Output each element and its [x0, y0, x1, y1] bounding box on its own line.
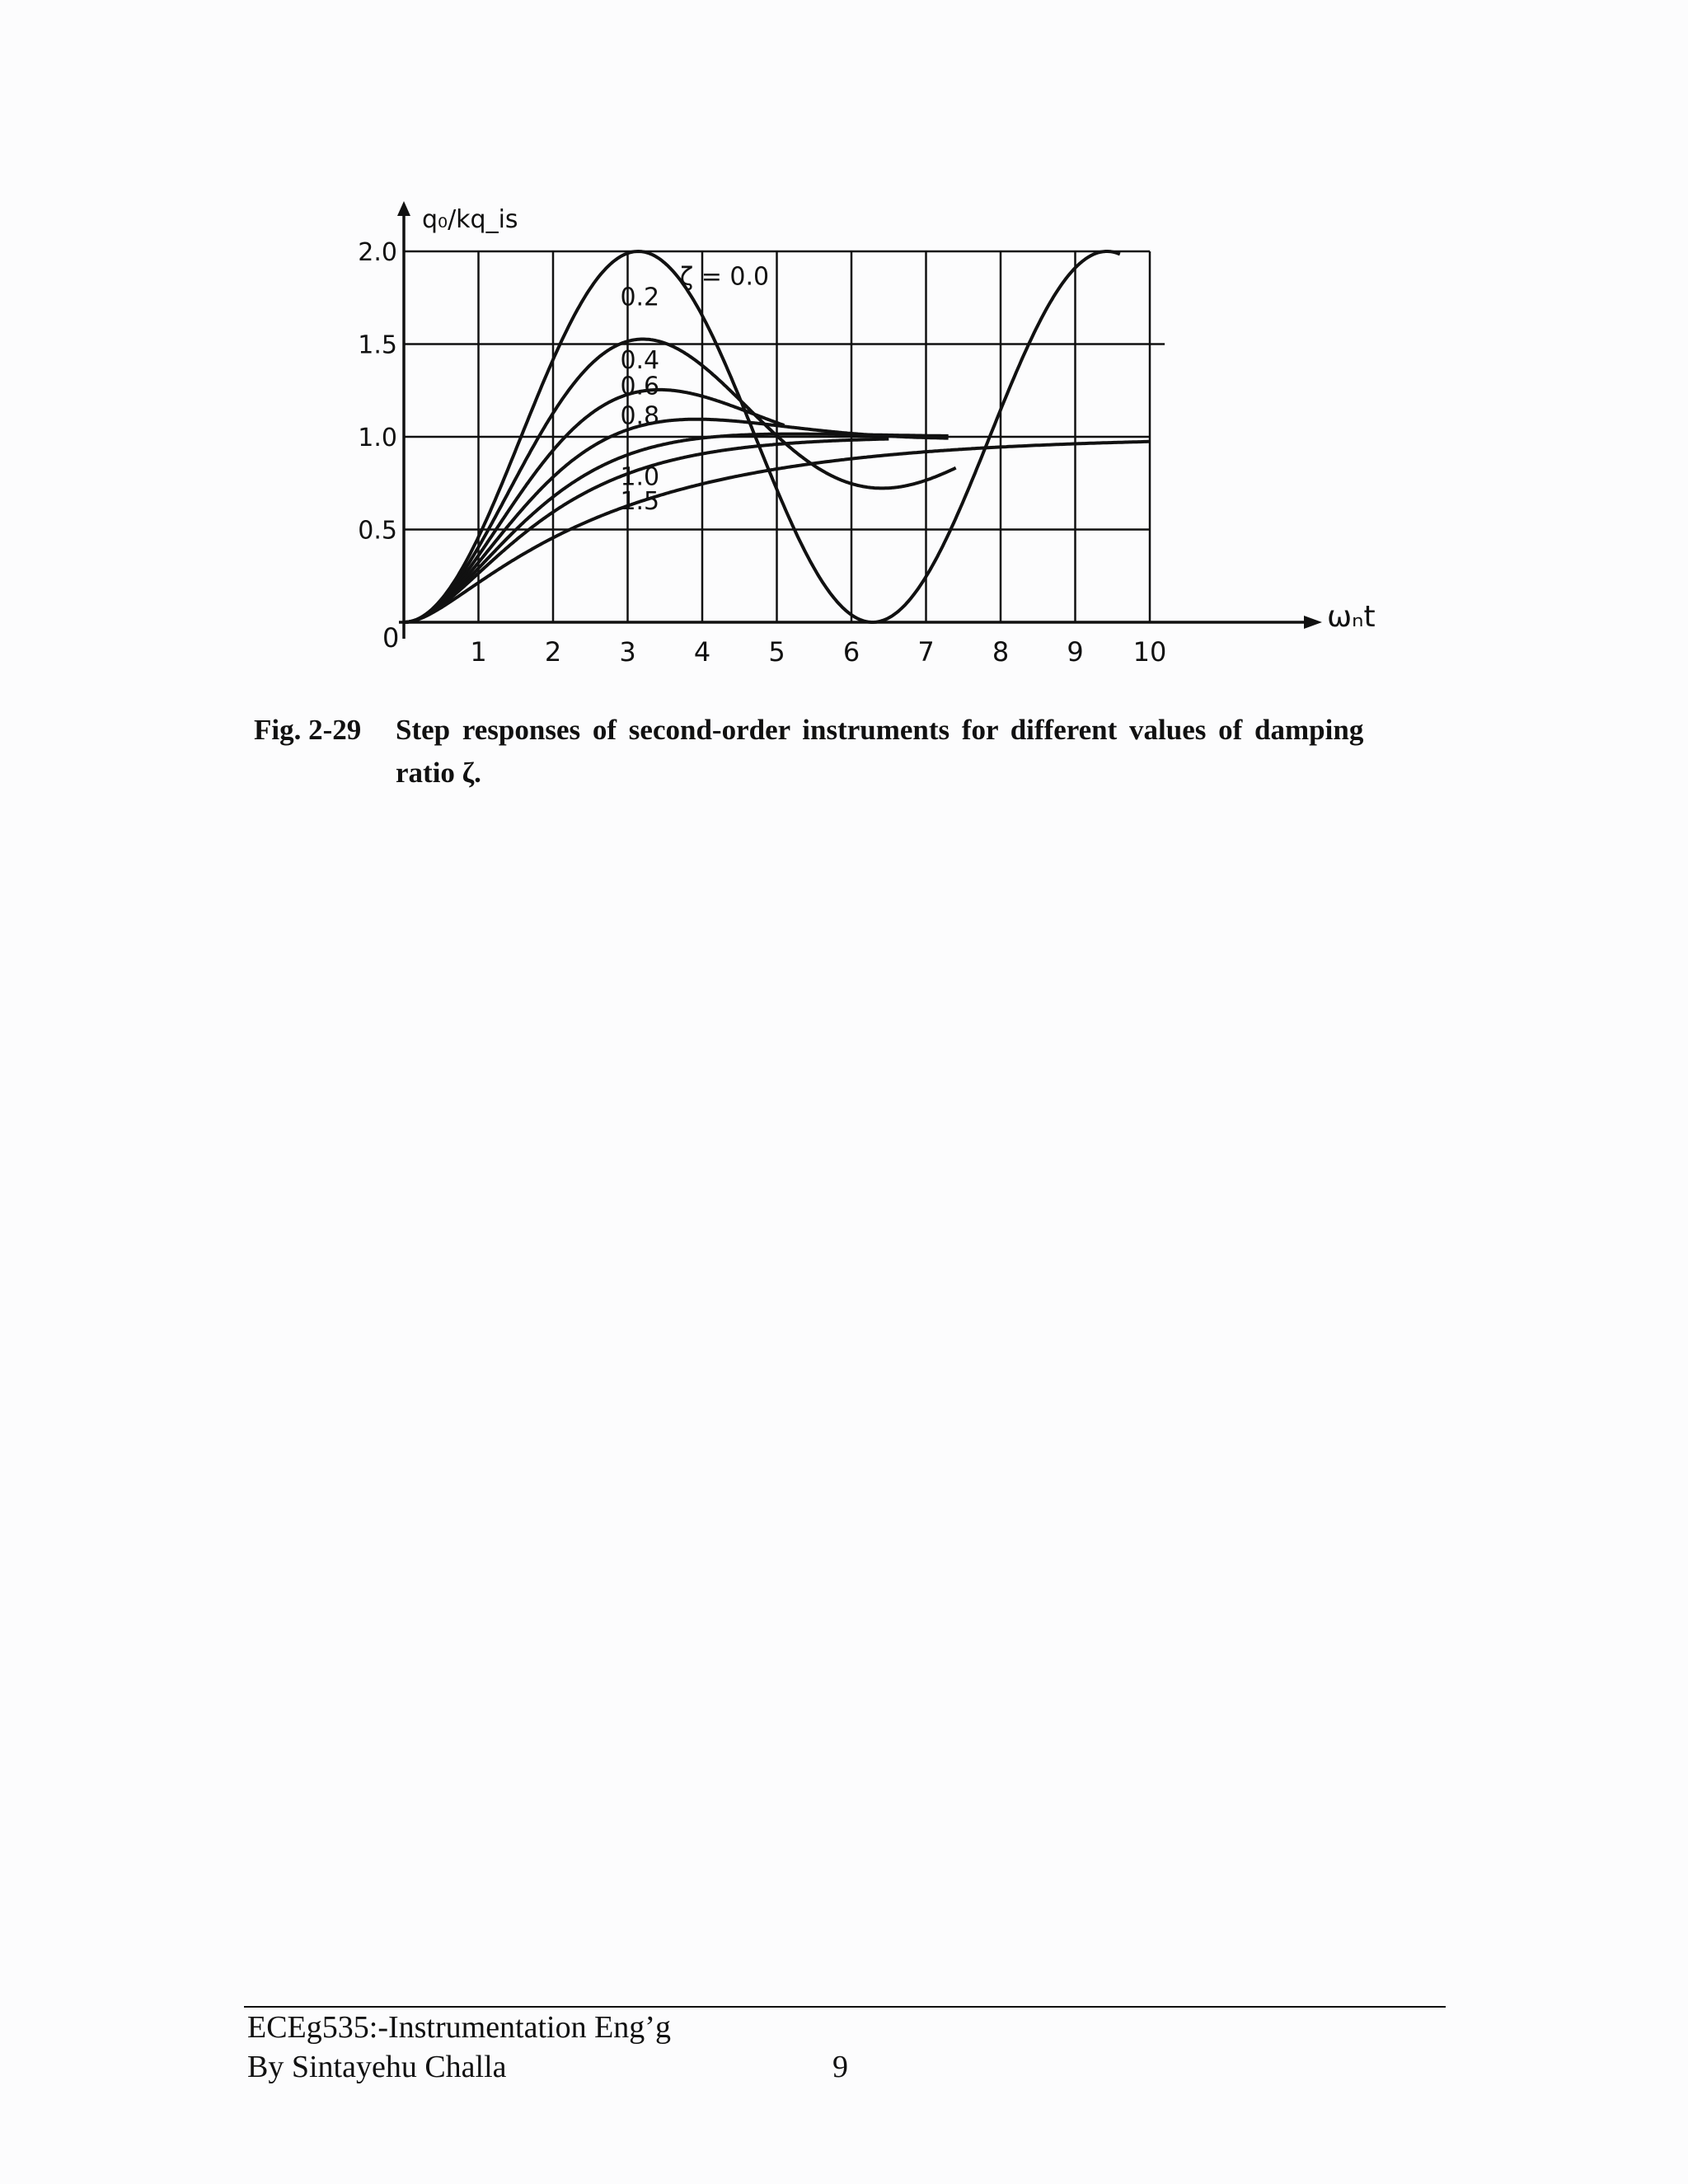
figure-caption-text-line2: ratio ζ.: [396, 757, 481, 789]
y-tick-label: 1.0: [358, 424, 397, 452]
y-axis-arrowhead: [397, 201, 410, 216]
figure-caption-text-line1: Step responses of second-order instrumen…: [396, 714, 1364, 746]
series-line-zeta-0.0: [403, 250, 1121, 624]
series-label: 1.5: [620, 487, 659, 516]
series-line-zeta-1.0: [403, 437, 889, 624]
x-tick-label: 5: [768, 636, 785, 668]
page-number: 9: [832, 2050, 848, 2084]
footer-author: By Sintayehu Challa: [247, 2050, 507, 2084]
x-tick-label: 3: [619, 636, 635, 668]
x-tick-label: 1: [470, 636, 486, 668]
series-label: 1.0: [620, 463, 659, 492]
y-tick-label: 0.5: [358, 517, 397, 546]
x-axis-label: ωₙt: [1327, 600, 1376, 634]
chart-curves: [403, 250, 1150, 624]
x-tick-label: 4: [694, 636, 710, 668]
x-tick-label: 9: [1067, 636, 1083, 668]
y-axis-label: q₀/kq_is: [422, 205, 518, 234]
series-label: 0.4: [620, 346, 659, 375]
footer-rule: [244, 2006, 1446, 2008]
y-tick-label: 2.0: [358, 238, 397, 267]
chart-tick-labels: 1 2 3 4 5 6 7 8 9 102.01.51.00.5: [358, 238, 1166, 668]
x-tick-label: 8: [992, 636, 1009, 668]
chart-series-labels: ζ = 0.0 0.2 0.40.60.8 1.01.5: [620, 263, 769, 516]
y-tick-label: 1.5: [358, 331, 397, 360]
series-label: 0.2: [620, 283, 659, 312]
page-footer: ECEg535:-Instrumentation Eng’g By Sintay…: [247, 2008, 671, 2087]
x-tick-label: 10: [1133, 636, 1167, 668]
x-axis-arrowhead: [1304, 616, 1322, 629]
series-label: 0.6: [620, 372, 659, 401]
chart-axes: [397, 201, 1322, 639]
x-tick-label: 2: [545, 636, 561, 668]
series-label: ζ = 0.0: [680, 263, 769, 292]
x-tick-label: 6: [843, 636, 860, 668]
x-tick-label: 7: [917, 636, 934, 668]
chart-grid: [404, 250, 1165, 622]
step-response-chart: 1 2 3 4 5 6 7 8 9 102.01.51.00.5 ζ = 0.00.20.40.6…: [358, 201, 1376, 668]
figure-label: Fig. 2-29: [254, 714, 362, 746]
footer-course: ECEg535:-Instrumentation Eng’g: [247, 2010, 671, 2045]
series-label: 0.8: [620, 401, 659, 430]
figure-caption: Fig. 2-29 Step responses of second-order …: [254, 709, 1408, 794]
origin-label: 0: [382, 622, 399, 654]
series-line-zeta-1.5: [403, 439, 1150, 624]
series-line-zeta-0.8: [403, 432, 949, 624]
series-line-zeta-0.4: [403, 387, 785, 624]
series-line-zeta-0.2: [403, 337, 957, 624]
